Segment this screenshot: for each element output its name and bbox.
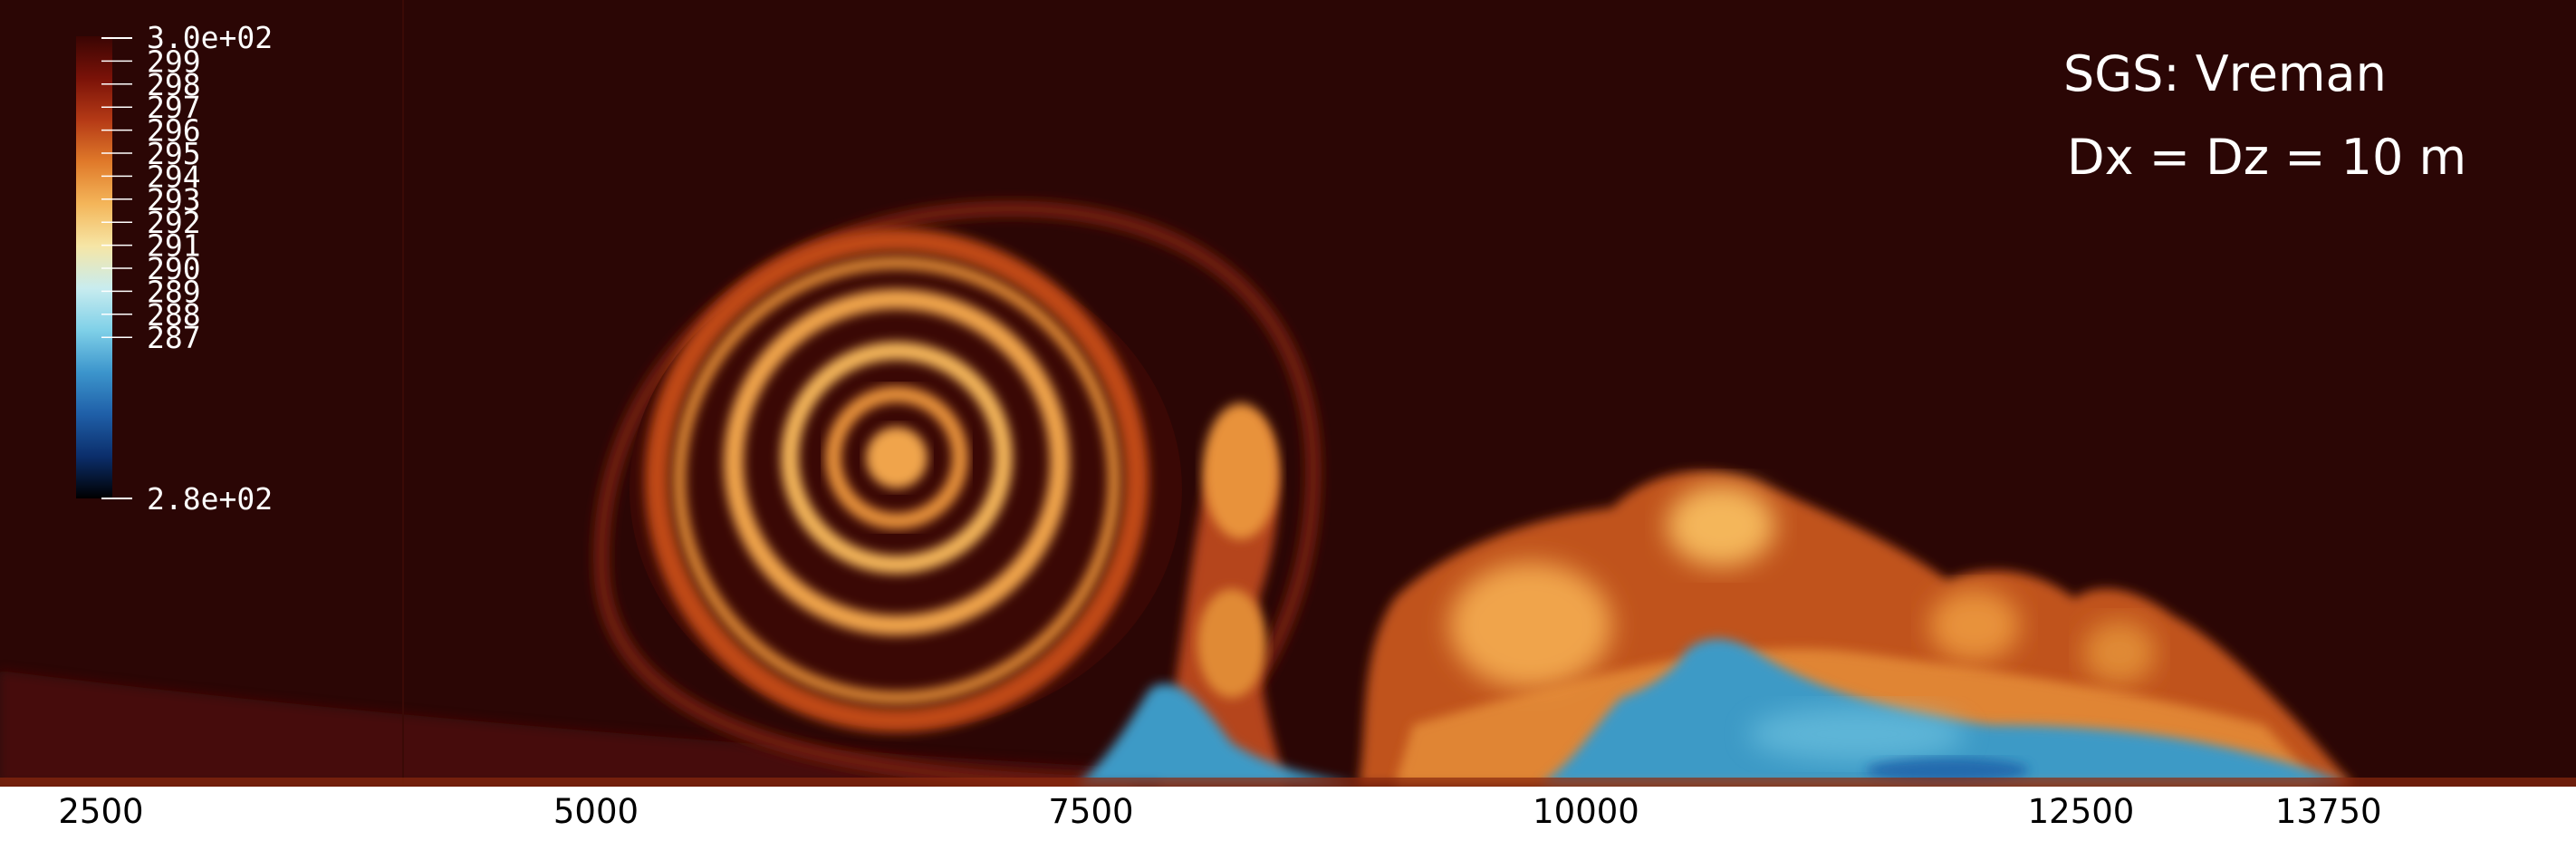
ground-layer — [0, 778, 2576, 787]
colorbar-min-label: 2.8e+02 — [147, 481, 273, 517]
colorbar-max-label: 3.0e+02 — [147, 20, 273, 55]
cold-current-body — [1540, 639, 2346, 785]
head-eddy-upper — [1203, 403, 1279, 539]
colorbar-tick-label: 293 — [147, 182, 201, 218]
vortex-ring-inner — [781, 342, 1013, 574]
x-tick-label: 2500 — [58, 792, 143, 831]
colorbar-tick-label: 298 — [147, 67, 201, 102]
sgs-model-label: SGS: Vreman — [2063, 45, 2387, 102]
x-tick-label: 7500 — [1048, 792, 1133, 831]
x-tick-label: 13750 — [2275, 792, 2382, 831]
vortex-ring-outer — [645, 228, 1149, 732]
colorbar-tick-label: 297 — [147, 90, 201, 125]
colorbar-tick-label: 295 — [147, 136, 201, 171]
x-tick-label: 5000 — [553, 792, 639, 831]
vortex-ring-outer-bright — [673, 256, 1120, 704]
colorbar-tick-label: 294 — [147, 159, 201, 194]
cold-current-head — [1078, 683, 1359, 785]
resolution-label: Dx = Dz = 10 m — [2067, 129, 2466, 186]
colorbar: 299298297296295294293292291290289288287 … — [76, 20, 273, 517]
head-eddy-lower — [1197, 589, 1266, 698]
trailing-eddy-c — [1929, 589, 2020, 662]
trailing-eddy-a — [1449, 562, 1612, 689]
trailing-eddy-b — [1667, 485, 1775, 566]
colorbar-tick-label: 291 — [147, 228, 201, 264]
x-axis-strip — [0, 787, 2576, 841]
vortex-ring-core-band — [825, 386, 968, 529]
colorbar-tick-label: 292 — [147, 205, 201, 240]
x-tick-label: 10000 — [1533, 792, 1639, 831]
cold-current-light-patch — [1748, 707, 1966, 761]
left-warm-wedge — [0, 671, 1177, 785]
colorbar-tick-label: 290 — [147, 251, 201, 286]
cold-current-dark-patch — [1866, 758, 2029, 783]
vortex-core — [866, 427, 928, 488]
vortex-ring-middle — [724, 289, 1070, 635]
colorbar-gradient — [76, 36, 112, 498]
temperature-structures — [0, 0, 2576, 787]
colorbar-tick-label: 287 — [147, 320, 201, 355]
x-tick-label: 12500 — [2028, 792, 2135, 831]
colorbar-tick-label: 289 — [147, 274, 201, 309]
colorbar-tick-label: 288 — [147, 297, 201, 333]
colorbar-tick-label: 299 — [147, 44, 201, 79]
trailing-eddy-d — [2083, 621, 2156, 684]
colorbar-tick-label: 296 — [147, 113, 201, 149]
x-axis-ticks: 2500 5000 7500 10000 12500 13750 — [58, 792, 2381, 831]
